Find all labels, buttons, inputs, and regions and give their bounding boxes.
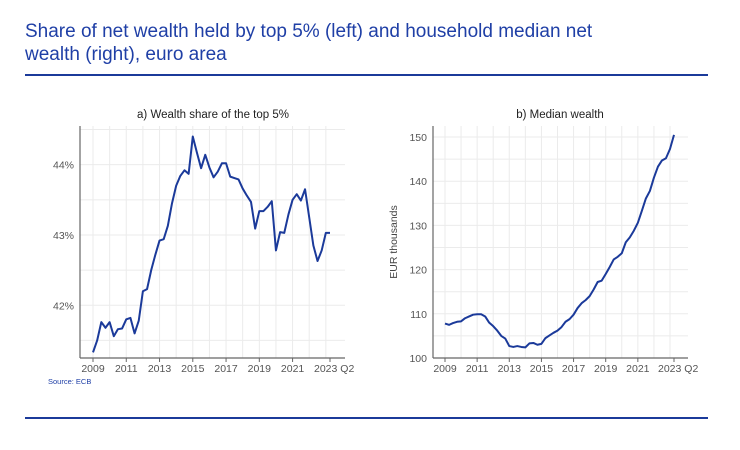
x-tick-label: 2021 [626,363,650,375]
top-rule [25,74,708,76]
y-tick-label: 110 [410,309,427,321]
x-tick-label: 2017 [562,363,586,375]
x-tick-label: 2015 [181,363,205,375]
x-tick-label: 2023 Q2 [314,363,354,375]
y-tick-label: 43% [53,230,74,242]
figure-title: Share of net wealth held by top 5% (left… [25,21,593,65]
chart-title: b) Median wealth [516,109,604,121]
chart-panel-b: 100 110 120 130 140 150 2009 2011 2013 2015 2017 20… [388,109,698,375]
y-tick-label: 120 [409,265,427,277]
x-tick-label: 2019 [248,363,272,375]
y-axis-label: EUR thousands [388,205,400,279]
chart-panel-a: 42% 43% 44% 2009 2011 2013 2015 2017 2019 2021 202… [53,109,354,375]
chart-title: a) Wealth share of the top 5% [137,109,289,121]
series-line [92,135,330,353]
x-tick-label: 2013 [148,363,172,375]
series-line [444,134,675,349]
x-tick-label: 2021 [281,363,305,375]
y-tick-label: 100 [409,353,427,365]
y-tick-label: 42% [53,300,74,312]
x-tick-label: 2017 [214,363,238,375]
source-note: Source: ECB [48,377,92,386]
x-tick-label: 2023 Q2 [658,363,698,375]
y-tick-label: 140 [409,176,427,188]
x-tick-label: 2011 [115,363,138,375]
x-tick-label: 2011 [466,363,489,375]
bottom-rule [25,417,708,419]
x-tick-label: 2009 [81,363,105,375]
y-tick-label: 130 [409,220,427,232]
x-tick-label: 2009 [433,363,457,375]
x-tick-label: 2019 [594,363,618,375]
y-tick-label: 44% [53,160,74,172]
x-tick-label: 2015 [530,363,554,375]
y-tick-label: 150 [409,132,427,144]
x-tick-label: 2013 [498,363,522,375]
